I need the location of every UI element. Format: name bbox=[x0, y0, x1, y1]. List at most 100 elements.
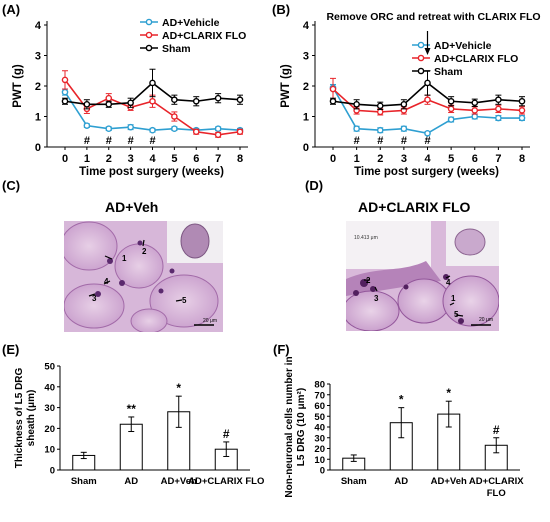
chart-f-category-label-3-line2: FLO bbox=[487, 488, 506, 499]
arrow-label-d-3: 3 bbox=[374, 294, 379, 303]
chart-b-xtick-label: 4 bbox=[424, 153, 431, 165]
chart-b-legend-marker-2 bbox=[417, 67, 425, 75]
chart-b-xtick-label: 7 bbox=[495, 153, 501, 165]
chart-b-point bbox=[376, 102, 384, 110]
chart-b-title-arrowhead bbox=[424, 48, 431, 55]
chart-a-xtick-label: 0 bbox=[62, 153, 68, 165]
chart-a-point bbox=[171, 125, 178, 132]
chart-a-ytick-label: 1 bbox=[35, 112, 41, 124]
chart-f-ytick-label: 0 bbox=[320, 466, 325, 477]
chart-a-ytick-label: 2 bbox=[35, 81, 41, 93]
chart-e-ytick-label: 40 bbox=[44, 382, 55, 393]
chart-a-point bbox=[171, 96, 178, 104]
chart-a-xtick-label: 8 bbox=[237, 153, 243, 165]
chart-a-point bbox=[149, 126, 156, 134]
chart-b-xtick-label: 8 bbox=[519, 153, 525, 165]
arrow-label-d-1: 1 bbox=[451, 294, 456, 303]
chart-b-xtick-label: 5 bbox=[448, 153, 454, 165]
chart-a-legend-marker-0 bbox=[145, 18, 153, 26]
chart-b-xtick-label: 1 bbox=[354, 153, 360, 165]
chart-b-xtick-label: 2 bbox=[377, 153, 383, 165]
arrow-label-c-1: 1 bbox=[122, 254, 127, 263]
chart-a-point bbox=[105, 94, 113, 102]
chart-b-point bbox=[471, 99, 479, 107]
chart-a-point bbox=[127, 123, 134, 131]
chart-a-x-axis-label: Time post surgery (weeks) bbox=[79, 166, 224, 178]
chart-b-xtick-label: 0 bbox=[330, 153, 336, 165]
chart-f-ytick-label: 50 bbox=[314, 412, 325, 423]
chart-a-sig-mark: # bbox=[149, 135, 155, 147]
chart-a-point bbox=[61, 97, 69, 105]
chart-a-xtick-label: 1 bbox=[84, 153, 90, 165]
panel-letter-c: (C) bbox=[2, 178, 21, 193]
chart-a-point bbox=[214, 125, 222, 132]
panel-letter-d: (D) bbox=[305, 178, 324, 193]
chart-b-point bbox=[329, 97, 337, 105]
chart-b-point bbox=[353, 125, 360, 132]
chart-f-category-label-2: AD+Veh bbox=[431, 476, 467, 487]
panel-letter-a: (A) bbox=[2, 2, 21, 17]
chart-b-point bbox=[400, 101, 408, 108]
chart-a-xtick-label: 2 bbox=[106, 153, 112, 165]
chart-e-ytick-label: 0 bbox=[50, 466, 55, 477]
chart-b-point bbox=[518, 114, 526, 122]
chart-b-legend-label-2: Sham bbox=[434, 66, 463, 78]
chart-a-point bbox=[171, 113, 178, 120]
chart-e-category-label-0: Sham bbox=[71, 476, 97, 487]
histology-d-image: 10.413 μm 20 μm 1 2 3 4 5 bbox=[346, 221, 499, 331]
arrow-label-d-4: 4 bbox=[446, 278, 451, 287]
chart-a-legend-label-0: AD+Vehicle bbox=[162, 17, 220, 29]
histology-c-image: 20 μm 1 2 3 4 5 bbox=[64, 221, 223, 332]
chart-f-ytick-label: 80 bbox=[314, 380, 325, 391]
chart-a-legend-label-1: AD+CLARIX FLO bbox=[162, 30, 246, 42]
chart-b-sig-mark: # bbox=[354, 135, 360, 147]
chart-b-point bbox=[447, 97, 455, 105]
chart-a-point bbox=[61, 76, 69, 84]
chart-a-xtick-label: 6 bbox=[193, 153, 199, 165]
chart-a-point bbox=[236, 128, 244, 136]
chart-b-point bbox=[424, 79, 431, 87]
chart-b-point bbox=[424, 96, 431, 104]
chart-b-point bbox=[329, 85, 337, 93]
chart-f-ytick-label: 30 bbox=[314, 433, 325, 444]
chart-a-point bbox=[192, 97, 200, 105]
chart-e-y-axis-label-line0: Thickness of L5 DRG bbox=[14, 367, 25, 468]
chart-e-category-label-1: AD bbox=[124, 476, 138, 487]
arrow-label-c-5: 5 bbox=[182, 296, 187, 305]
chart-b-point bbox=[447, 116, 455, 123]
scale-bar-label-d: 20 μm bbox=[479, 317, 493, 323]
chart-a-point bbox=[149, 97, 156, 105]
chart-a-sig-mark: # bbox=[128, 135, 134, 147]
chart-a-point bbox=[149, 79, 156, 87]
panel-letter-e: (E) bbox=[2, 342, 20, 357]
chart-b-ytick-label: 0 bbox=[303, 142, 309, 154]
chart-b-ytick-label: 3 bbox=[303, 51, 309, 63]
chart-b-point bbox=[495, 114, 502, 122]
chart-b-ytick-label: 2 bbox=[303, 81, 309, 93]
chart-b-point bbox=[518, 97, 526, 105]
chart-a-point bbox=[61, 88, 69, 96]
chart-f-ytick-label: 60 bbox=[314, 401, 325, 412]
chart-a-point bbox=[192, 128, 200, 136]
chart-a-sig-mark: # bbox=[84, 135, 90, 147]
scale-bar-label-c: 20 μm bbox=[203, 318, 217, 324]
chart-b-sig-mark: # bbox=[377, 135, 383, 147]
chart-b-point bbox=[471, 113, 479, 120]
chart-a-ytick-label: 0 bbox=[35, 142, 41, 154]
chart-f-category-label-3: AD+CLARIX bbox=[469, 476, 524, 487]
chart-b-point bbox=[495, 96, 502, 104]
chart-a-point bbox=[83, 122, 91, 129]
chart-b-point bbox=[376, 126, 384, 134]
chart-a-point bbox=[214, 94, 222, 102]
chart-f-ytick-label: 40 bbox=[314, 423, 325, 434]
chart-e-category-label-2: AD+Veh bbox=[161, 476, 197, 487]
histology-c-title: AD+Veh bbox=[105, 199, 159, 215]
chart-f-category-label-1: AD bbox=[394, 476, 408, 487]
chart-f-sig-mark-1: * bbox=[399, 393, 404, 407]
chart-b-y-axis-label: PWT (g) bbox=[280, 64, 292, 108]
chart-e-category-label-3: AD+CLARIX FLO bbox=[188, 476, 264, 487]
chart-b-point bbox=[471, 107, 479, 114]
chart-b-point bbox=[376, 108, 384, 116]
chart-e-ytick-label: 20 bbox=[44, 424, 55, 435]
